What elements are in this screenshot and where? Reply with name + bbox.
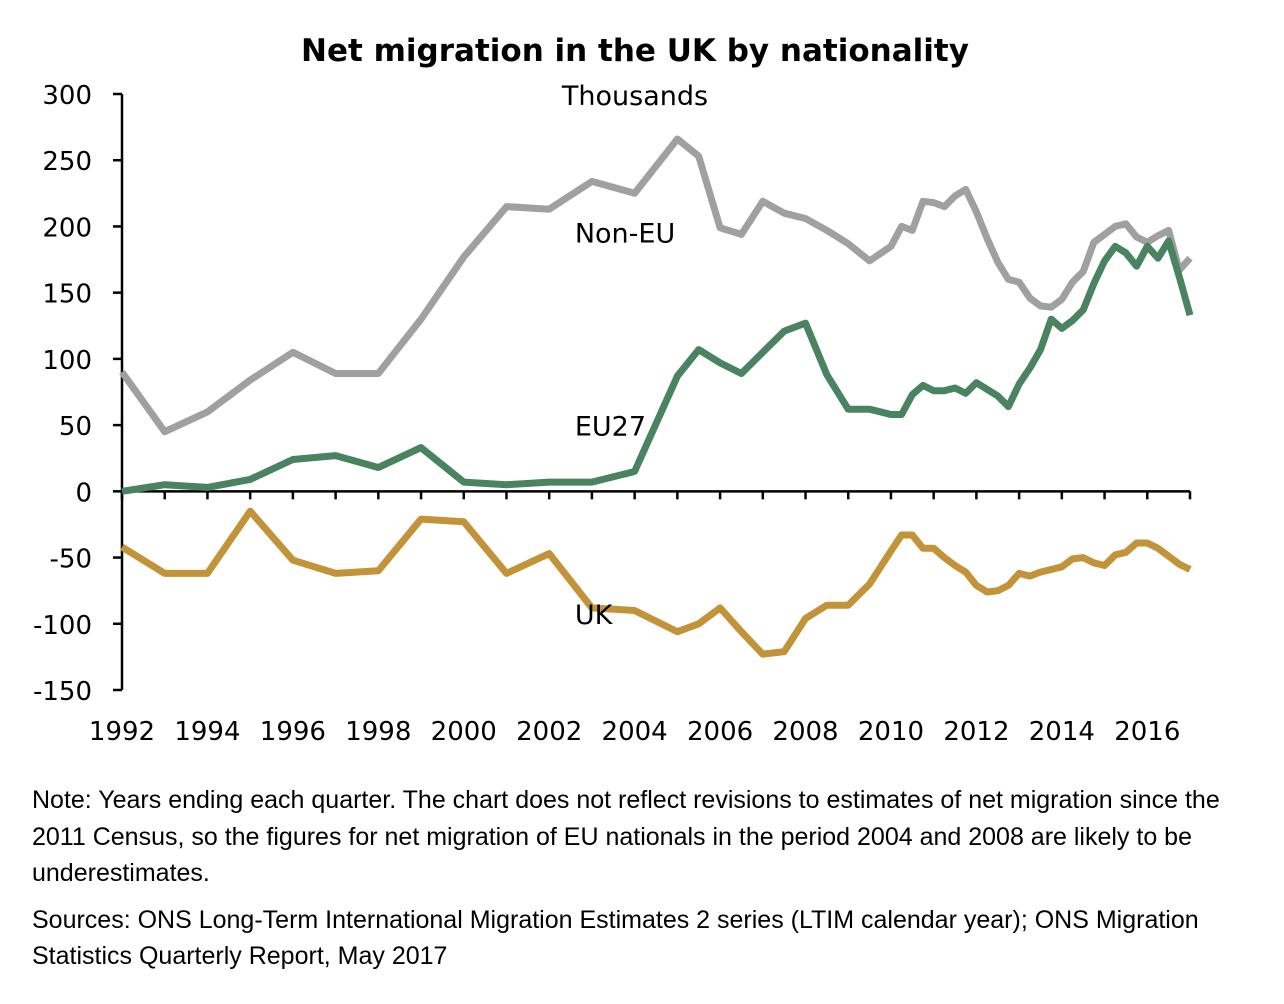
x-tick-label: 2002: [516, 717, 582, 747]
y-tick-label: -100: [33, 611, 92, 641]
x-tick-label: 2008: [772, 717, 838, 747]
series-line-uk: [120, 507, 1192, 658]
x-tick-label: 2000: [431, 717, 497, 747]
chart-title: Net migration in the UK by nationality: [301, 33, 969, 69]
y-tick-label: -150: [33, 677, 92, 707]
notes: Note: Years ending each quarter. The cha…: [32, 782, 1262, 975]
axes: 300 250 200 150 100 50 0 -50 -100 -150 1992 1994 199…: [33, 81, 1192, 747]
chart-subtitle: Thousands: [561, 81, 708, 112]
series-label-non-eu: Non-EU: [575, 218, 675, 249]
chart-note: Note: Years ending each quarter. The cha…: [32, 786, 1220, 887]
x-tick-label: 2004: [602, 717, 668, 747]
series-label-eu27: EU27: [575, 412, 646, 443]
x-tick-label: 1996: [260, 717, 326, 747]
x-tick-label: 2014: [1029, 717, 1095, 747]
series-label-uk: UK: [575, 600, 614, 631]
x-tick-label: 2012: [943, 717, 1009, 747]
y-tick-label: 50: [59, 412, 92, 442]
y-tick-label: 100: [42, 346, 92, 376]
y-tick-label: 200: [42, 213, 92, 243]
series-line-eu27: [121, 237, 1194, 495]
x-tick-label: 2010: [858, 717, 924, 747]
annotation-layer: Non-EU EU27 UK: [575, 218, 675, 630]
y-tick-label: 150: [42, 280, 92, 310]
series-line-non-eu: [119, 135, 1193, 436]
y-tick-label: 0: [75, 478, 92, 508]
x-tick-label: 1992: [89, 717, 155, 747]
x-tick-label: 1998: [345, 717, 411, 747]
x-tick-label: 2016: [1114, 717, 1180, 747]
line-chart: Net migration in the UK by nationality T…: [33, 33, 1194, 747]
series-layer: [119, 135, 1194, 658]
x-tick-label: 2006: [687, 717, 753, 747]
x-tick-label: 1994: [174, 717, 240, 747]
y-tick-label: 300: [42, 81, 92, 111]
y-tick-label: 250: [42, 147, 92, 177]
chart-sources: Sources: ONS Long-Term International Mig…: [32, 905, 1199, 971]
y-tick-label: -50: [50, 545, 92, 575]
